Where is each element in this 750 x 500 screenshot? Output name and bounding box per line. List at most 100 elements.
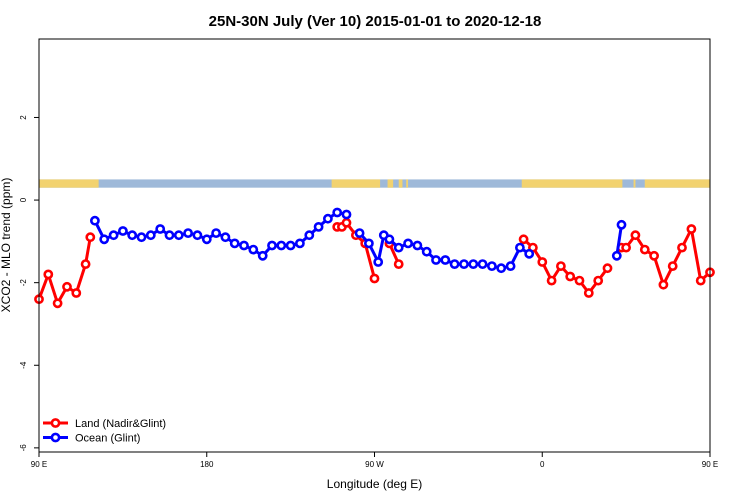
data-point: [229, 238, 240, 249]
data-point: [393, 242, 404, 253]
land-span: [633, 179, 636, 188]
data-point: [468, 259, 479, 269]
data-point: [611, 250, 622, 261]
data-point: [477, 259, 488, 269]
chart-title: 25N-30N July (Ver 10) 2015-01-01 to 2020…: [209, 13, 542, 30]
data-point: [164, 230, 175, 241]
x-tick-label: 180: [200, 460, 214, 469]
x-axis-label: Longitude (deg E): [327, 477, 422, 491]
data-point: [183, 228, 193, 238]
land-span: [398, 179, 403, 188]
data-point: [276, 240, 287, 251]
data-point: [505, 261, 516, 271]
x-tick-label: 90 E: [31, 460, 47, 469]
data-point: [403, 238, 413, 249]
data-point: [412, 240, 423, 251]
data-point: [363, 238, 374, 249]
y-tick-label: -6: [19, 444, 28, 452]
plot-frame: [38, 38, 711, 453]
data-point: [85, 232, 96, 243]
y-tick-label: 2: [19, 115, 28, 120]
data-point: [341, 217, 352, 228]
data-point: [108, 230, 119, 241]
y-tick-label: 0: [19, 197, 28, 202]
data-point: [285, 240, 296, 251]
data-point: [524, 248, 535, 259]
x-tick-label: 90 E: [702, 460, 718, 469]
data-point: [630, 230, 641, 241]
data-point: [515, 242, 525, 253]
y-axis: -6 -4 -2 0 2: [19, 115, 39, 452]
land-span: [644, 179, 710, 188]
data-point: [145, 230, 156, 241]
data-point: [496, 263, 507, 274]
data-point: [602, 263, 613, 274]
data-point: [658, 279, 669, 290]
data-point: [239, 240, 249, 251]
data-point: [421, 246, 432, 257]
data-point: [341, 209, 352, 220]
data-point: [220, 232, 231, 243]
x-tick-label: 90 W: [365, 460, 384, 469]
data-point: [52, 298, 63, 309]
data-point: [322, 213, 333, 224]
data-point: [313, 221, 324, 232]
y-axis-label: XCO2 - MLO trend (ppm): [0, 178, 13, 313]
series-ocean: [90, 207, 627, 274]
land-span: [521, 179, 623, 188]
data-point: [393, 259, 404, 269]
data-point: [211, 228, 221, 238]
data-point: [384, 234, 395, 245]
data-point: [71, 288, 82, 298]
data-point: [90, 215, 100, 226]
data-point: [518, 234, 529, 245]
data-point: [118, 226, 128, 236]
series-line: [358, 232, 386, 264]
data-point: [155, 224, 166, 234]
legend: Land (Nadir&Glint) Ocean (Glint): [43, 418, 166, 445]
data-point: [431, 255, 441, 265]
series-layer: [34, 207, 715, 309]
land-span: [331, 179, 381, 188]
data-point: [449, 259, 460, 269]
data-point: [127, 230, 138, 241]
data-point: [354, 228, 365, 238]
data-point: [440, 255, 451, 265]
data-point: [304, 230, 315, 241]
land-span: [39, 179, 99, 188]
data-point: [257, 250, 268, 261]
data-point: [136, 232, 147, 243]
data-point: [99, 234, 110, 245]
data-point: [556, 261, 566, 271]
data-point: [486, 261, 497, 271]
data-point: [192, 230, 203, 241]
legend-marker: [50, 418, 61, 428]
x-tick-label: 0: [540, 460, 545, 469]
legend-marker: [50, 432, 61, 443]
data-point: [459, 259, 469, 269]
data-point: [546, 275, 557, 286]
series-line: [615, 224, 623, 257]
data-point: [537, 257, 548, 267]
data-point: [649, 250, 659, 261]
data-point: [332, 207, 343, 218]
data-point: [574, 275, 585, 286]
legend-label: Land (Nadir&Glint): [75, 418, 166, 430]
data-point: [686, 224, 697, 234]
data-point: [565, 271, 576, 282]
data-point: [201, 234, 212, 245]
x-axis: 90 E 180 90 W 0 90 E: [31, 452, 718, 469]
land-ocean-strip: [39, 179, 710, 188]
data-point: [267, 240, 277, 251]
land-span: [387, 179, 394, 188]
data-point: [248, 244, 259, 255]
data-point: [80, 259, 91, 269]
data-point: [639, 244, 650, 255]
data-point: [62, 281, 72, 292]
data-point: [593, 275, 604, 286]
data-point: [667, 261, 678, 271]
data-point: [43, 269, 54, 280]
data-point: [373, 257, 384, 267]
data-point: [294, 238, 305, 249]
